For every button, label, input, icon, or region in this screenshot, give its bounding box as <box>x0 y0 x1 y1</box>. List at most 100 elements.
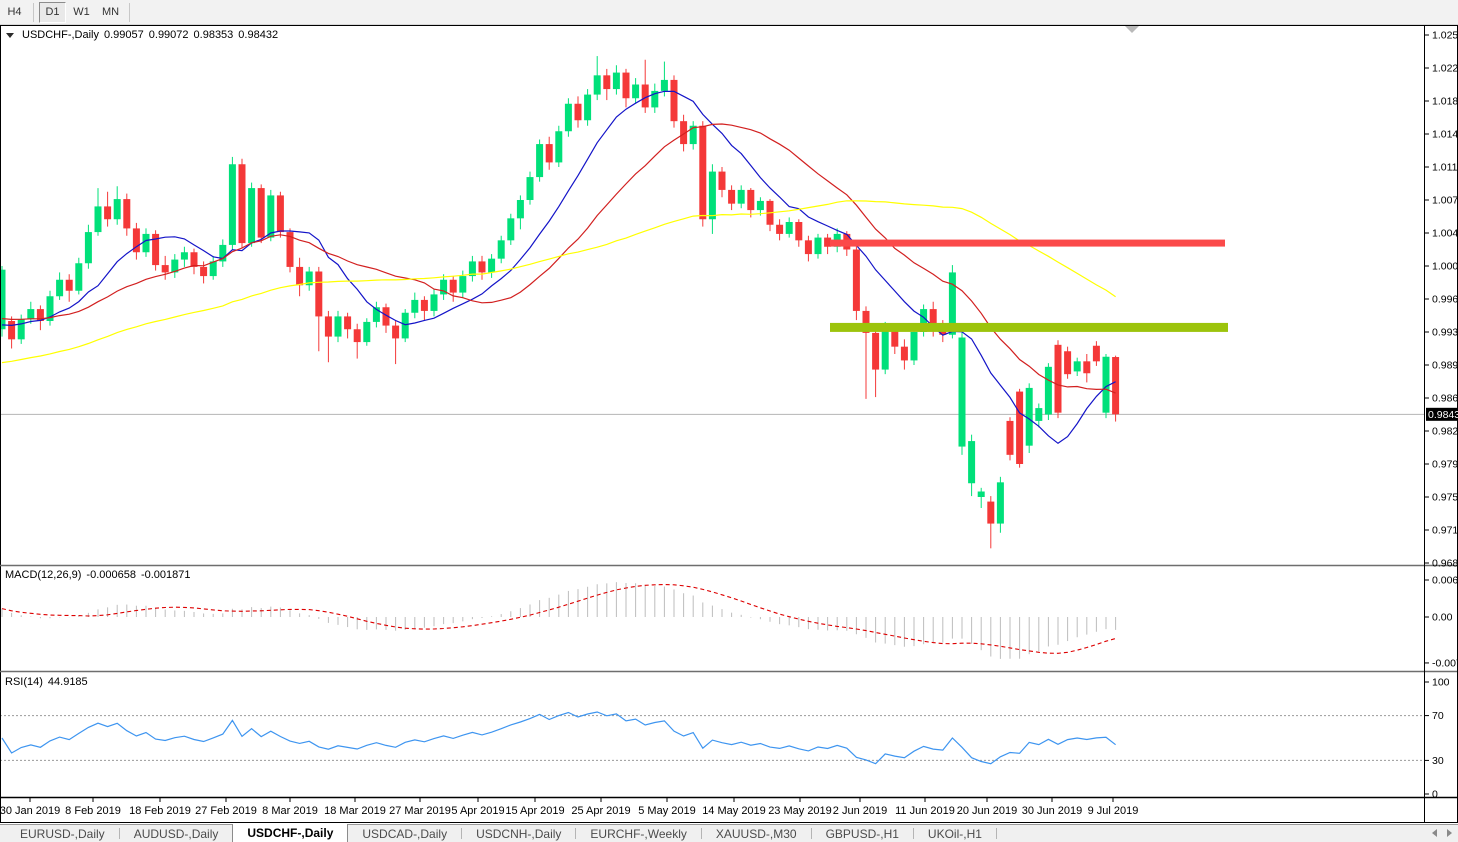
tab-separator <box>810 828 812 839</box>
date-axis[interactable]: 30 Jan 2019 8 Feb 2019 18 Feb 2019 27 Feb 2… <box>0 798 1138 817</box>
date-axis-label: 11 Jun 2019 <box>895 805 955 817</box>
date-axis-label: 18 Mar 2019 <box>324 805 386 817</box>
chart-tab-bar: EURUSD-,Daily AUDUSD-,Daily USDCHF-,Dail… <box>0 824 1458 842</box>
candle-body <box>852 249 860 311</box>
tab-usdcad-daily[interactable]: USDCAD-,Daily <box>362 826 448 841</box>
chart-shift-marker[interactable] <box>1125 26 1139 33</box>
tab-separator <box>700 828 702 839</box>
candle-body <box>1035 408 1043 421</box>
candlestick-series <box>0 56 1120 549</box>
date-axis-label: 8 Mar 2019 <box>262 805 318 817</box>
toolbar-separator <box>33 2 34 22</box>
candle-body <box>8 320 16 340</box>
tab-scroll-right-icon[interactable] <box>1447 829 1452 837</box>
candle-body <box>353 329 361 343</box>
tab-xauusd-m30[interactable]: XAUUSD-,M30 <box>715 826 797 841</box>
ma-line-slow <box>1 200 1116 364</box>
tab-ukoil-h1[interactable]: UKOil-,H1 <box>927 826 982 841</box>
timeframe-d1-button[interactable]: D1 <box>39 1 66 23</box>
candle-body <box>0 269 6 330</box>
candle-body <box>603 75 611 90</box>
candle-body <box>190 252 198 267</box>
date-axis-label: 23 May 2019 <box>768 805 832 817</box>
candle-body <box>670 79 678 122</box>
price-axis-label: 0.98250 <box>1432 426 1458 438</box>
candle-body <box>248 188 256 244</box>
chart-canvas[interactable]: 1.02570 1.02210 1.01850 1.01490 1.01130 1.007… <box>0 0 1458 824</box>
price-axis[interactable]: 1.02570 1.02210 1.01850 1.01490 1.01130 1.007… <box>1425 30 1458 570</box>
price-axis-label: 1.01850 <box>1432 96 1458 108</box>
candle-body <box>171 259 179 273</box>
tab-eurchf-weekly[interactable]: EURCHF-,Weekly <box>590 826 687 841</box>
candle-body <box>334 316 342 337</box>
timeframe-w1-button[interactable]: W1 <box>68 2 95 23</box>
candle-body <box>276 195 284 233</box>
candle-body <box>84 232 92 264</box>
price-axis-label: 0.96820 <box>1432 558 1458 570</box>
candle-body <box>756 200 764 211</box>
candle-body <box>814 237 822 255</box>
candle-body <box>180 252 188 260</box>
rsi-line <box>1 711 1116 765</box>
tab-separator <box>912 828 914 839</box>
candle-body <box>392 325 400 339</box>
tab-scroll-left-icon[interactable] <box>1432 829 1437 837</box>
price-axis-label: 1.01490 <box>1432 129 1458 141</box>
timeframe-h4-button[interactable]: H4 <box>1 2 28 23</box>
candle-body <box>27 309 35 320</box>
candle-body <box>1044 366 1052 415</box>
date-axis-label: 27 Mar 2019 <box>389 805 451 817</box>
timeframe-mn-button[interactable]: MN <box>97 2 124 23</box>
candle-body <box>209 261 217 277</box>
date-axis-label: 5 May 2019 <box>638 805 695 817</box>
candle-body <box>507 218 515 241</box>
candle-body <box>641 84 649 108</box>
candle-body <box>1073 361 1081 372</box>
resistance-line[interactable] <box>830 239 1225 247</box>
timeframe-toolbar: H4 D1 W1 MN <box>0 0 1458 25</box>
candle-body <box>497 240 505 259</box>
tab-audusd-daily[interactable]: AUDUSD-,Daily <box>133 826 219 841</box>
candle-body <box>910 331 918 361</box>
candle-body <box>977 491 985 497</box>
candle-body <box>699 125 707 220</box>
candle-body <box>872 332 880 370</box>
tab-usdcnh-daily[interactable]: USDCNH-,Daily <box>476 826 562 841</box>
candle-body <box>132 228 140 253</box>
date-axis-label: 27 Feb 2019 <box>195 805 257 817</box>
candle-body <box>56 279 64 297</box>
candle-body <box>1112 357 1120 415</box>
candle-body <box>900 346 908 361</box>
candle-body <box>929 309 937 328</box>
price-axis-label: 0.97180 <box>1432 525 1458 537</box>
current-price-tag-label: 0.98432 <box>1428 409 1458 421</box>
candle-body <box>862 310 870 333</box>
rsi-axis-label: 0 <box>1432 789 1438 801</box>
candle-body <box>728 189 736 204</box>
candle-body <box>440 279 448 295</box>
candle-body <box>459 276 467 293</box>
candle-body <box>420 299 428 311</box>
tab-usdchf-daily[interactable]: USDCHF-,Daily <box>232 824 349 842</box>
date-axis-label: 30 Jan 2019 <box>0 805 60 817</box>
candle-body <box>526 177 534 200</box>
candle-body <box>824 237 832 247</box>
support-line[interactable] <box>830 322 1228 332</box>
candle-body <box>324 316 332 337</box>
candle-body <box>1006 420 1014 455</box>
candle-body <box>680 121 688 145</box>
candle-body <box>113 199 121 220</box>
toolbar-separator <box>129 2 131 22</box>
candle-body <box>593 75 601 95</box>
candle-body <box>296 266 304 286</box>
price-axis-label: 1.02210 <box>1432 63 1458 75</box>
price-axis-label: 0.98610 <box>1432 393 1458 405</box>
candle-body <box>785 221 793 234</box>
date-axis-label: 18 Feb 2019 <box>129 805 191 817</box>
candle-body <box>305 271 313 286</box>
candle-body <box>372 307 380 322</box>
candle-body <box>257 188 265 238</box>
tab-eurusd-daily[interactable]: EURUSD-,Daily <box>20 826 105 841</box>
tab-gbpusd-h1[interactable]: GBPUSD-,H1 <box>825 826 899 841</box>
price-axis-label: 0.99690 <box>1432 294 1458 306</box>
